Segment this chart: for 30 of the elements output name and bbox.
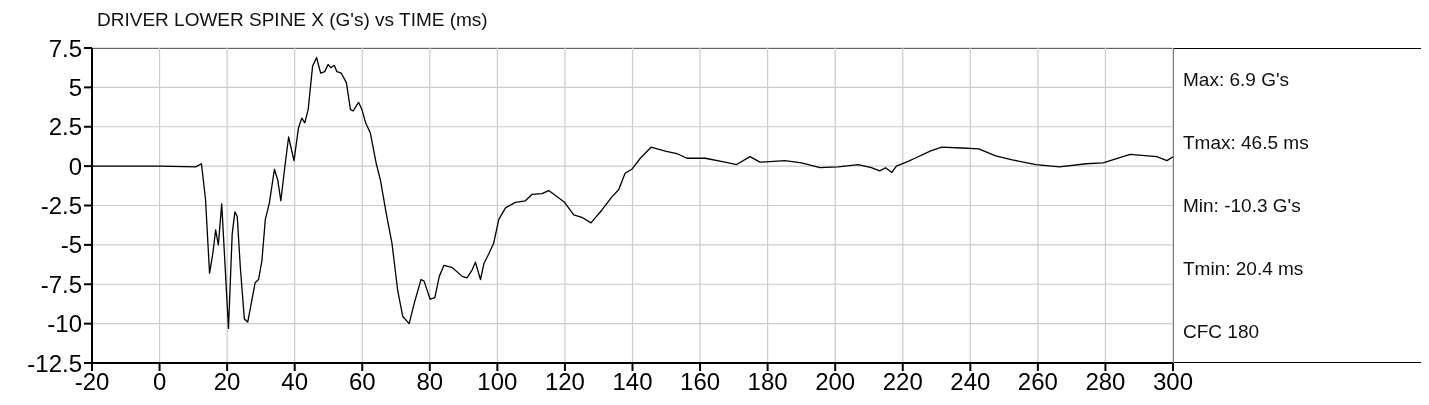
y-tick-label: 7.5 [48, 34, 82, 62]
chart-title: DRIVER LOWER SPINE X (G's) vs TIME (ms) [97, 9, 488, 31]
text: Max: 6.9 G's [1183, 68, 1291, 91]
x-tick-label: 180 [747, 368, 788, 396]
x-tick-label: 240 [950, 368, 991, 396]
x-tick-label: 300 [1152, 368, 1194, 396]
y-tick-label: -10 [47, 310, 82, 338]
x-tick-label: 0 [152, 368, 167, 396]
x-tick-label: 160 [680, 368, 721, 396]
y-tick-label: 0 [68, 152, 82, 180]
y-tick-label: 2.5 [48, 113, 82, 141]
text: Tmax: 46.5 ms [1183, 131, 1309, 154]
x-tick-label: 40 [281, 368, 309, 396]
x-tick-label: 140 [612, 368, 653, 396]
text: Tmin: 20.4 ms [1183, 257, 1305, 280]
x-tick-label: 280 [1085, 368, 1126, 396]
x-tick-label: 200 [815, 368, 856, 396]
text: Min: -10.3 G's [1183, 194, 1302, 217]
x-tick-label: 220 [882, 368, 923, 396]
x-tick-label: 260 [1017, 368, 1058, 396]
y-tick-label: -2.5 [40, 192, 82, 220]
y-tick-label: -5 [60, 231, 82, 259]
x-tick-label: 80 [416, 368, 444, 396]
x-tick-label: 20 [213, 368, 241, 396]
text: CFC 180 [1183, 320, 1261, 343]
y-tick-label: -7.5 [40, 270, 82, 298]
x-tick-label: 100 [477, 368, 518, 396]
x-tick-label: 60 [348, 368, 376, 396]
x-tick-label: 120 [544, 368, 585, 396]
y-tick-label: 5 [68, 73, 82, 101]
